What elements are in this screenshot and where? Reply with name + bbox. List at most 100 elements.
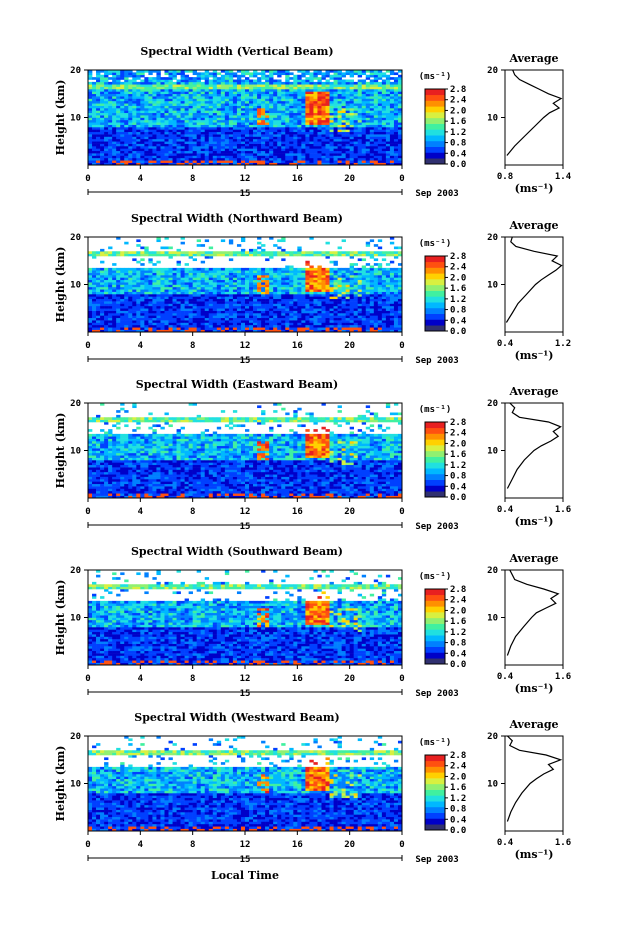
x-tick-label: 8 bbox=[190, 341, 195, 351]
x-tick-label: 20 bbox=[344, 674, 355, 684]
x-tick-label: 0 bbox=[399, 174, 404, 184]
colorbar-swatch bbox=[425, 94, 445, 101]
colorbar-swatch bbox=[425, 755, 445, 762]
colorbar-swatch bbox=[425, 795, 445, 802]
panel-title: Spectral Width (Northward Beam) bbox=[131, 212, 343, 225]
x-tick-label: 4 bbox=[138, 174, 144, 184]
colorbar-swatch bbox=[425, 158, 445, 165]
y-tick-label: 10 bbox=[70, 114, 81, 124]
avg-x-axis-label: (ms⁻¹) bbox=[515, 682, 554, 695]
y-tick-label: 20 bbox=[70, 66, 81, 76]
colorbar-unit: (ms⁻¹) bbox=[419, 72, 452, 82]
colorbar-swatch bbox=[425, 112, 445, 119]
colorbar-swatch bbox=[425, 789, 445, 796]
avg-x-tick-label: 1.4 bbox=[555, 172, 572, 182]
avg-x-tick-label: 1.6 bbox=[555, 505, 571, 515]
colorbar-tick-label: 2.8 bbox=[450, 252, 466, 262]
avg-y-tick-label: 20 bbox=[487, 233, 498, 243]
x-tick-label: 0 bbox=[85, 341, 90, 351]
colorbar-tick-label: 1.2 bbox=[450, 461, 466, 471]
x-tick-label: 0 bbox=[85, 507, 90, 517]
colorbar-swatch bbox=[425, 617, 445, 624]
panel-1: Spectral Width (Northward Beam)1020Heigh… bbox=[54, 212, 571, 366]
x-tick-label: 20 bbox=[344, 174, 355, 184]
x-tick-label: 8 bbox=[190, 174, 195, 184]
colorbar-tick-label: 0.4 bbox=[450, 316, 467, 326]
avg-title: Average bbox=[508, 552, 558, 565]
colorbar-tick-label: 0.4 bbox=[450, 649, 467, 659]
x-tick-label: 8 bbox=[190, 674, 195, 684]
y-tick-label: 20 bbox=[70, 732, 81, 742]
avg-y-tick-label: 10 bbox=[487, 614, 498, 624]
day-label: 15 bbox=[240, 189, 251, 199]
colorbar-swatch bbox=[425, 313, 445, 320]
colorbar-swatch bbox=[425, 589, 445, 596]
x-tick-label: 16 bbox=[292, 840, 303, 850]
avg-y-tick-label: 20 bbox=[487, 732, 498, 742]
colorbar-swatch bbox=[425, 279, 445, 286]
colorbar-tick-label: 0.0 bbox=[450, 327, 466, 337]
colorbar-swatch bbox=[425, 652, 445, 659]
colorbar-swatch bbox=[425, 123, 445, 130]
avg-frame bbox=[504, 735, 564, 832]
x-tick-label: 12 bbox=[240, 507, 251, 517]
colorbar-swatch bbox=[425, 135, 445, 142]
colorbar-tick-label: 2.8 bbox=[450, 418, 466, 428]
x-tick-label: 0 bbox=[85, 174, 90, 184]
x-tick-label: 4 bbox=[138, 341, 144, 351]
colorbar-swatch bbox=[425, 450, 445, 457]
colorbar-tick-label: 0.8 bbox=[450, 639, 466, 649]
colorbar-unit: (ms⁻¹) bbox=[419, 405, 452, 415]
colorbar-swatch bbox=[425, 129, 445, 136]
x-tick-label: 20 bbox=[344, 341, 355, 351]
colorbar-swatch bbox=[425, 818, 445, 825]
x-tick-label: 0 bbox=[399, 507, 404, 517]
colorbar-swatch bbox=[425, 658, 445, 665]
colorbar-tick-label: 0.0 bbox=[450, 160, 466, 170]
x-tick-label: 16 bbox=[292, 507, 303, 517]
colorbar-tick-label: 0.0 bbox=[450, 826, 466, 836]
avg-title: Average bbox=[508, 219, 558, 232]
panel-title: Spectral Width (Eastward Beam) bbox=[136, 378, 338, 391]
colorbar-swatch bbox=[425, 106, 445, 113]
avg-x-tick-label: 0.4 bbox=[497, 672, 514, 682]
panel-3: Spectral Width (Southward Beam)1020Heigh… bbox=[54, 545, 571, 699]
colorbar-unit: (ms⁻¹) bbox=[419, 738, 452, 748]
colorbar-tick-label: 1.6 bbox=[450, 783, 466, 793]
colorbar-swatch bbox=[425, 140, 445, 147]
avg-title: Average bbox=[508, 52, 558, 65]
x-tick-label: 12 bbox=[240, 674, 251, 684]
colorbar-swatch bbox=[425, 462, 445, 469]
colorbar-swatch bbox=[425, 439, 445, 446]
x-tick-label: 12 bbox=[240, 174, 251, 184]
colorbar-tick-label: 2.4 bbox=[450, 596, 467, 606]
avg-x-tick-label: 0.8 bbox=[497, 172, 513, 182]
y-tick-label: 10 bbox=[70, 447, 81, 457]
colorbar-swatch bbox=[425, 267, 445, 274]
colorbar-tick-label: 1.6 bbox=[450, 450, 466, 460]
avg-x-axis-label: (ms⁻¹) bbox=[515, 349, 554, 362]
avg-y-tick-label: 20 bbox=[487, 566, 498, 576]
y-axis-label: Height (km) bbox=[54, 746, 67, 822]
colorbar-tick-label: 0.8 bbox=[450, 306, 466, 316]
x-tick-label: 0 bbox=[85, 674, 90, 684]
x-tick-label: 20 bbox=[344, 507, 355, 517]
colorbar-swatch bbox=[425, 319, 445, 326]
y-tick-label: 20 bbox=[70, 233, 81, 243]
x-tick-label: 12 bbox=[240, 840, 251, 850]
colorbar-swatch bbox=[425, 772, 445, 779]
x-tick-label: 4 bbox=[138, 840, 144, 850]
colorbar-swatch bbox=[425, 152, 445, 159]
date-label: Sep 2003 bbox=[415, 689, 458, 699]
y-tick-label: 10 bbox=[70, 780, 81, 790]
heatmap-field bbox=[88, 70, 403, 166]
colorbar-tick-label: 1.2 bbox=[450, 794, 466, 804]
avg-x-tick-label: 1.2 bbox=[555, 339, 571, 349]
colorbar-swatch bbox=[425, 89, 445, 96]
colorbar-swatch bbox=[425, 606, 445, 613]
colorbar-tick-label: 2.8 bbox=[450, 85, 466, 95]
avg-y-tick-label: 10 bbox=[487, 114, 498, 124]
x-tick-label: 0 bbox=[399, 840, 404, 850]
colorbar-tick-label: 0.0 bbox=[450, 660, 466, 670]
